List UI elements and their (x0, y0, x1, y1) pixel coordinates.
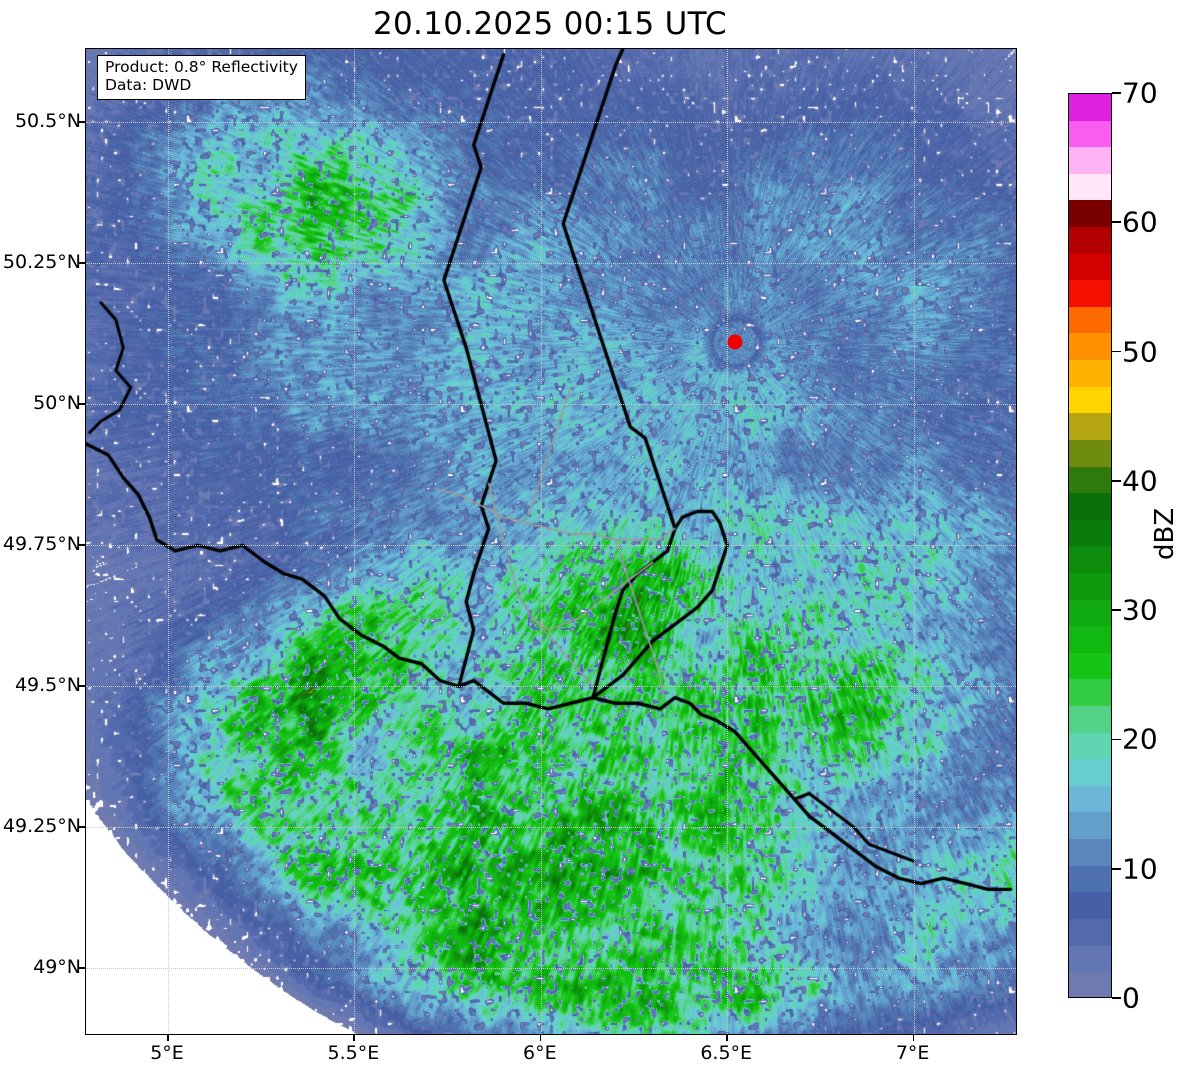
colorbar-band (1069, 892, 1111, 919)
radar-site-marker[interactable] (727, 334, 743, 350)
colorbar-band (1069, 253, 1111, 281)
colorbar-tick-mark (1112, 221, 1121, 224)
x-tick-mark (167, 1035, 169, 1041)
product-label: Product: 0.8° Reflectivity (105, 58, 298, 76)
colorbar-band (1069, 839, 1111, 866)
product-info-box: Product: 0.8° Reflectivity Data: DWD (97, 55, 306, 100)
y-tick-mark (79, 967, 85, 969)
gridline-vertical (168, 49, 170, 1034)
y-tick-mark (79, 262, 85, 264)
colorbar-label: dBZ (1150, 507, 1180, 560)
country-borders-layer (86, 49, 1016, 1034)
y-tick-label: 49.5°N (14, 674, 81, 697)
colorbar-band (1069, 652, 1111, 680)
y-tick-mark (79, 544, 85, 546)
colorbar-band (1069, 812, 1111, 840)
x-tick-label: 6°E (523, 1042, 557, 1064)
x-tick-label: 6.5°E (700, 1042, 753, 1064)
y-tick-mark (79, 826, 85, 828)
colorbar-band (1069, 94, 1111, 121)
x-tick-label: 7°E (895, 1042, 930, 1064)
colorbar-band (1069, 306, 1111, 334)
y-tick-mark (79, 685, 85, 687)
colorbar-tick-mark (1112, 350, 1121, 353)
colorbar-tick-mark (1112, 609, 1121, 612)
x-tick-label: 5°E (150, 1042, 184, 1064)
gridline-horizontal (86, 968, 1016, 970)
colorbar-tick-mark (1112, 738, 1121, 741)
colorbar-band (1069, 466, 1111, 494)
colorbar-tick-label: 20 (1122, 722, 1158, 756)
y-tick-label: 49.75°N (2, 533, 81, 556)
colorbar-tick-label: 60 (1122, 205, 1158, 239)
colorbar-band (1069, 918, 1111, 946)
colorbar-band (1069, 280, 1111, 307)
colorbar-band (1069, 865, 1111, 893)
colorbar-band (1069, 333, 1111, 361)
colorbar-band (1069, 732, 1111, 760)
y-tick-label: 50.5°N (14, 110, 81, 133)
gridline-vertical (913, 49, 915, 1034)
colorbar-band (1069, 173, 1111, 201)
colorbar-tick-label: 0 (1122, 981, 1140, 1015)
colorbar-band (1069, 626, 1111, 653)
colorbar-tick-label: 50 (1122, 335, 1158, 369)
colorbar-tick-mark (1112, 92, 1121, 94)
y-tick-mark (79, 403, 85, 405)
colorbar-band (1069, 972, 1111, 997)
colorbar-band (1069, 413, 1111, 440)
colorbar-band (1069, 546, 1111, 573)
gridline-horizontal (86, 404, 1016, 406)
gridline-horizontal (86, 686, 1016, 688)
colorbar-band (1069, 679, 1111, 707)
colorbar[interactable] (1068, 93, 1112, 998)
x-tick-mark (726, 1035, 728, 1041)
colorbar-band (1069, 120, 1111, 148)
x-tick-mark (353, 1035, 355, 1041)
colorbar-band (1069, 147, 1111, 174)
colorbar-band (1069, 227, 1111, 254)
data-source-label: Data: DWD (105, 75, 192, 94)
colorbar-tick-label: 40 (1122, 464, 1158, 498)
gridline-vertical (540, 49, 542, 1034)
colorbar-band (1069, 572, 1111, 600)
colorbar-band (1069, 200, 1111, 228)
map-plot-area[interactable] (85, 48, 1017, 1035)
colorbar-band (1069, 785, 1111, 813)
x-tick-mark (912, 1035, 915, 1041)
colorbar-tick-mark (1112, 867, 1121, 870)
x-tick-label: 5.5°E (327, 1042, 380, 1064)
gridline-horizontal (86, 122, 1016, 124)
colorbar-band (1069, 386, 1111, 414)
y-tick-label: 49°N (33, 956, 81, 979)
colorbar-tick-mark (1112, 479, 1121, 482)
colorbar-band (1069, 759, 1111, 786)
gridline-horizontal (86, 263, 1016, 265)
colorbar-tick-label: 10 (1122, 852, 1158, 886)
gridline-vertical (727, 49, 729, 1034)
colorbar-tick-label: 70 (1122, 76, 1158, 110)
colorbar-band (1069, 493, 1111, 520)
x-tick-mark (539, 1035, 542, 1041)
colorbar-tick-mark (1112, 997, 1121, 999)
y-tick-label: 49.25°N (2, 815, 81, 838)
colorbar-band (1069, 945, 1111, 973)
page-title: 20.10.2025 00:15 UTC (373, 6, 727, 42)
gridline-horizontal (86, 827, 1016, 829)
y-tick-label: 50°N (33, 392, 81, 415)
colorbar-band (1069, 519, 1111, 547)
colorbar-tick-label: 30 (1122, 593, 1158, 627)
colorbar-band (1069, 360, 1111, 387)
gridline-vertical (354, 49, 356, 1034)
y-tick-label: 50.25°N (2, 251, 81, 274)
colorbar-band (1069, 599, 1111, 627)
gridline-horizontal (86, 545, 1016, 547)
map-clip (86, 49, 1016, 1034)
colorbar-band (1069, 706, 1111, 733)
y-tick-mark (79, 121, 85, 123)
colorbar-band (1069, 439, 1111, 467)
